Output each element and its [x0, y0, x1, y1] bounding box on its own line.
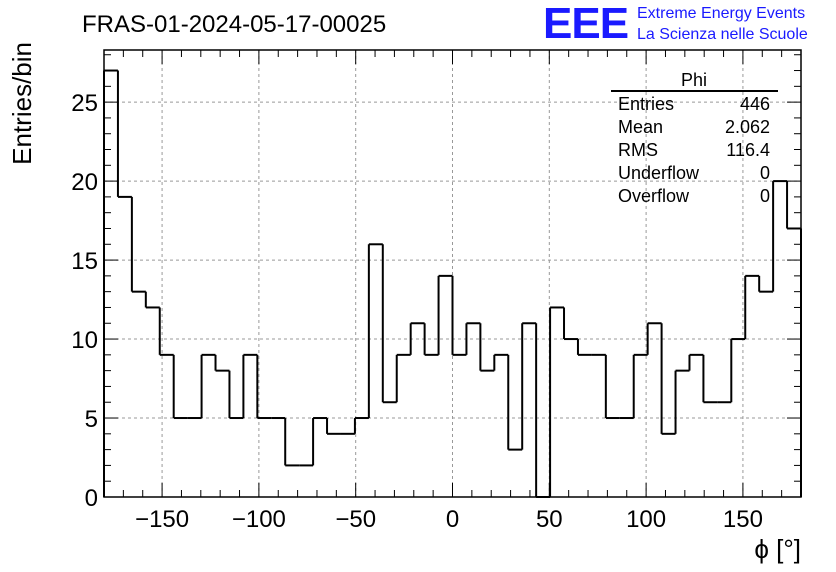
stats-row-value: 446 — [740, 94, 770, 114]
y-tick-label: 25 — [71, 90, 98, 117]
x-tick-label: 0 — [446, 506, 459, 533]
stats-rows: Entries 446 Mean 2.062 RMS 116.4 Underflow 0 Ove… — [618, 94, 770, 206]
y-axis-label: Entries/bin — [7, 42, 37, 165]
x-tick-label: −150 — [135, 506, 189, 533]
stats-box: Phi Entries 446 Mean 2.062 RMS 116.4 Underflow… — [611, 70, 778, 206]
stats-row-value: 116.4 — [726, 140, 770, 160]
x-ticks: −150 −100 −50 0 50 100 150 — [103, 50, 802, 533]
y-ticks: 0 5 10 15 20 25 — [71, 54, 801, 512]
logo-line-2: La Scienza nelle Scuole — [637, 26, 808, 43]
x-axis-label: ϕ [°] — [754, 534, 801, 564]
logo-line-1: Extreme Energy Events — [637, 5, 805, 22]
y-tick-label: 10 — [71, 327, 98, 354]
y-tick-label: 20 — [71, 169, 98, 196]
x-tick-label: 50 — [536, 506, 563, 533]
stats-title: Phi — [681, 70, 707, 90]
stats-row-value: 0 — [760, 186, 770, 206]
x-tick-label: 100 — [626, 506, 666, 533]
logo-mark: EEE — [543, 0, 628, 48]
chart-title: FRAS-01-2024-05-17-00025 — [82, 11, 386, 38]
stats-row-value: 0 — [760, 163, 770, 183]
stats-row-label: Overflow — [618, 186, 690, 206]
histogram-bars — [103, 69, 802, 498]
x-tick-label: −50 — [335, 506, 376, 533]
x-tick-label: 150 — [723, 506, 763, 533]
stats-row-label: Underflow — [618, 163, 700, 183]
stats-row-label: Mean — [618, 117, 663, 137]
stats-row-label: RMS — [618, 140, 658, 160]
y-tick-label: 15 — [71, 248, 98, 275]
eee-logo: EEE Extreme Energy Events La Scienza nel… — [543, 0, 808, 48]
x-tick-label: −100 — [232, 506, 286, 533]
stats-row-label: Entries — [618, 94, 674, 114]
y-tick-label: 5 — [85, 406, 98, 433]
y-tick-label: 0 — [85, 485, 98, 512]
grid — [104, 50, 801, 497]
stats-row-value: 2.062 — [725, 117, 770, 137]
